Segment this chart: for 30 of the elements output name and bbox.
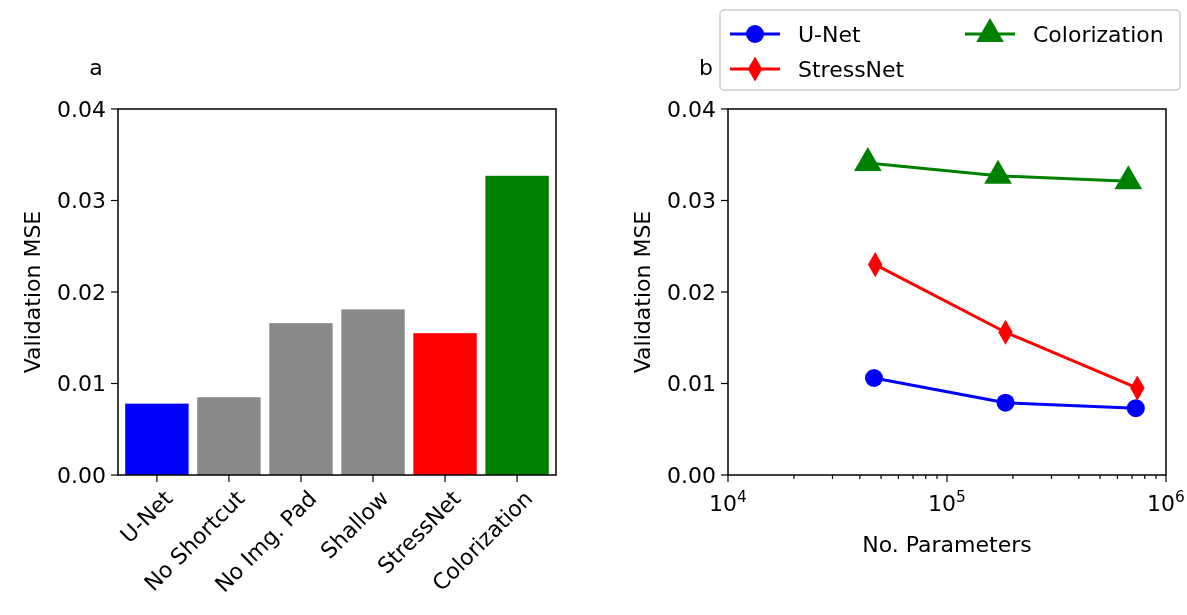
y-tick-label: 0.04 [667,96,716,122]
y-tick-label: 0.02 [57,279,106,305]
x-tick-label: 10$^{4}$ [709,488,747,516]
y-tick-label: 0.01 [57,371,106,397]
point [1126,399,1145,418]
legend-label: U-Net [798,21,862,47]
y-tick-label: 0.00 [667,462,716,488]
bar [413,333,477,475]
x-tick-label: 10$^{5}$ [928,488,966,516]
legend-label: Colorization [1033,21,1164,47]
bar [485,175,549,475]
chart-title: a [89,55,103,80]
bar [125,403,189,475]
x-axis-title: No. Parameters [862,532,1032,557]
bar [341,309,405,475]
chart-title: b [699,55,713,80]
y-axis-title: Validation MSE [630,210,655,374]
y-tick-label: 0.00 [57,462,106,488]
legend-label: StressNet [798,56,905,82]
x-tick-label: 10$^{6}$ [1147,488,1185,516]
y-tick-label: 0.03 [667,188,716,214]
point [864,369,883,387]
point [996,393,1015,412]
bar [269,323,333,475]
y-tick-label: 0.03 [57,188,106,214]
y-tick-label: 0.04 [57,96,106,122]
y-axis-title: Validation MSE [20,210,45,374]
y-tick-label: 0.01 [667,371,716,397]
bar [197,397,261,475]
y-tick-label: 0.02 [667,279,716,305]
